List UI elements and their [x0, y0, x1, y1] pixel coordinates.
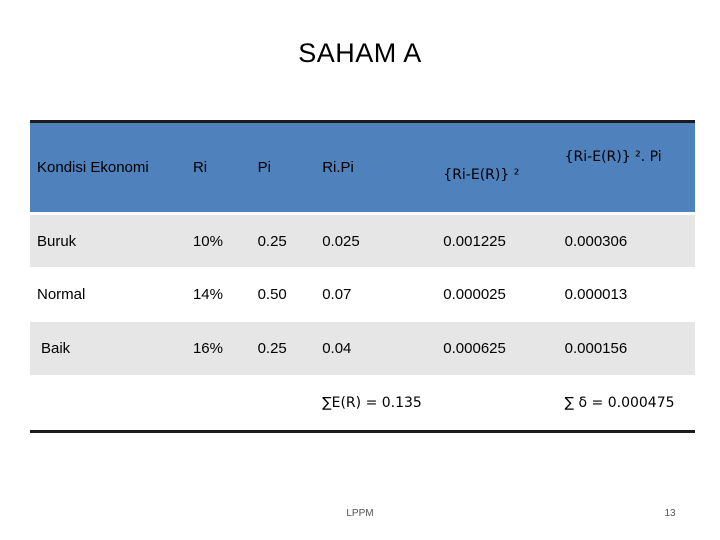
header-deviation-squared-pi: {Ri-E(R)} ². Pi	[564, 148, 662, 165]
cell-deviation-squared-pi: 0.000013	[564, 286, 628, 304]
cell-ri: 10%	[192, 232, 223, 250]
header-deviation-squared: {Ri-E(R)} ²	[443, 166, 520, 183]
cell-pi: 0.50	[257, 286, 287, 304]
cell-deviation-squared-pi: 0.000156	[564, 339, 628, 357]
sum-expected-return: ∑E(R) = 0.135	[322, 395, 422, 411]
cell-pi: 0.25	[257, 232, 287, 250]
table-row: Normal 14% 0.50 0.07 0.000025 0.000013	[30, 267, 695, 322]
table-row: Baik 16% 0.25 0.04 0.000625 0.000156	[30, 321, 695, 376]
header-ri: Ri	[192, 159, 208, 176]
header-kondisi-ekonomi: Kondisi Ekonomi	[37, 159, 149, 176]
cell-kondisi: Baik	[41, 339, 71, 357]
cell-kondisi: Normal	[37, 286, 86, 304]
cell-kondisi: Buruk	[37, 232, 77, 250]
slide-title: SAHAM A	[298, 38, 422, 68]
cell-ri-pi: 0.04	[322, 339, 352, 357]
return-variance-table: Kondisi Ekonomi Ri Pi Ri.Pi {Ri-E(R)} ² …	[30, 120, 695, 433]
table-header-row: Kondisi Ekonomi Ri Pi Ri.Pi {Ri-E(R)} ² …	[30, 121, 695, 214]
cell-deviation-squared-pi: 0.000306	[564, 232, 628, 250]
cell-ri-pi: 0.07	[322, 286, 352, 304]
cell-pi: 0.25	[257, 339, 287, 357]
table-summary-row: ∑E(R) = 0.135 ∑ δ = 0.000475	[30, 375, 695, 432]
cell-ri: 16%	[192, 339, 223, 357]
cell-ri-pi: 0.025	[322, 232, 360, 250]
header-ri-pi: Ri.Pi	[322, 159, 354, 176]
table-row: Buruk 10% 0.25 0.025 0.001225 0.000306	[30, 213, 695, 268]
cell-deviation-squared: 0.000025	[443, 286, 506, 304]
cell-deviation-squared: 0.001225	[443, 232, 506, 250]
page-number: 13	[664, 508, 676, 519]
cell-ri: 14%	[192, 286, 223, 304]
header-pi: Pi	[257, 159, 271, 176]
footer-label: LPPM	[346, 508, 374, 519]
sum-variance: ∑ δ = 0.000475	[564, 395, 675, 411]
cell-deviation-squared: 0.000625	[443, 339, 506, 357]
